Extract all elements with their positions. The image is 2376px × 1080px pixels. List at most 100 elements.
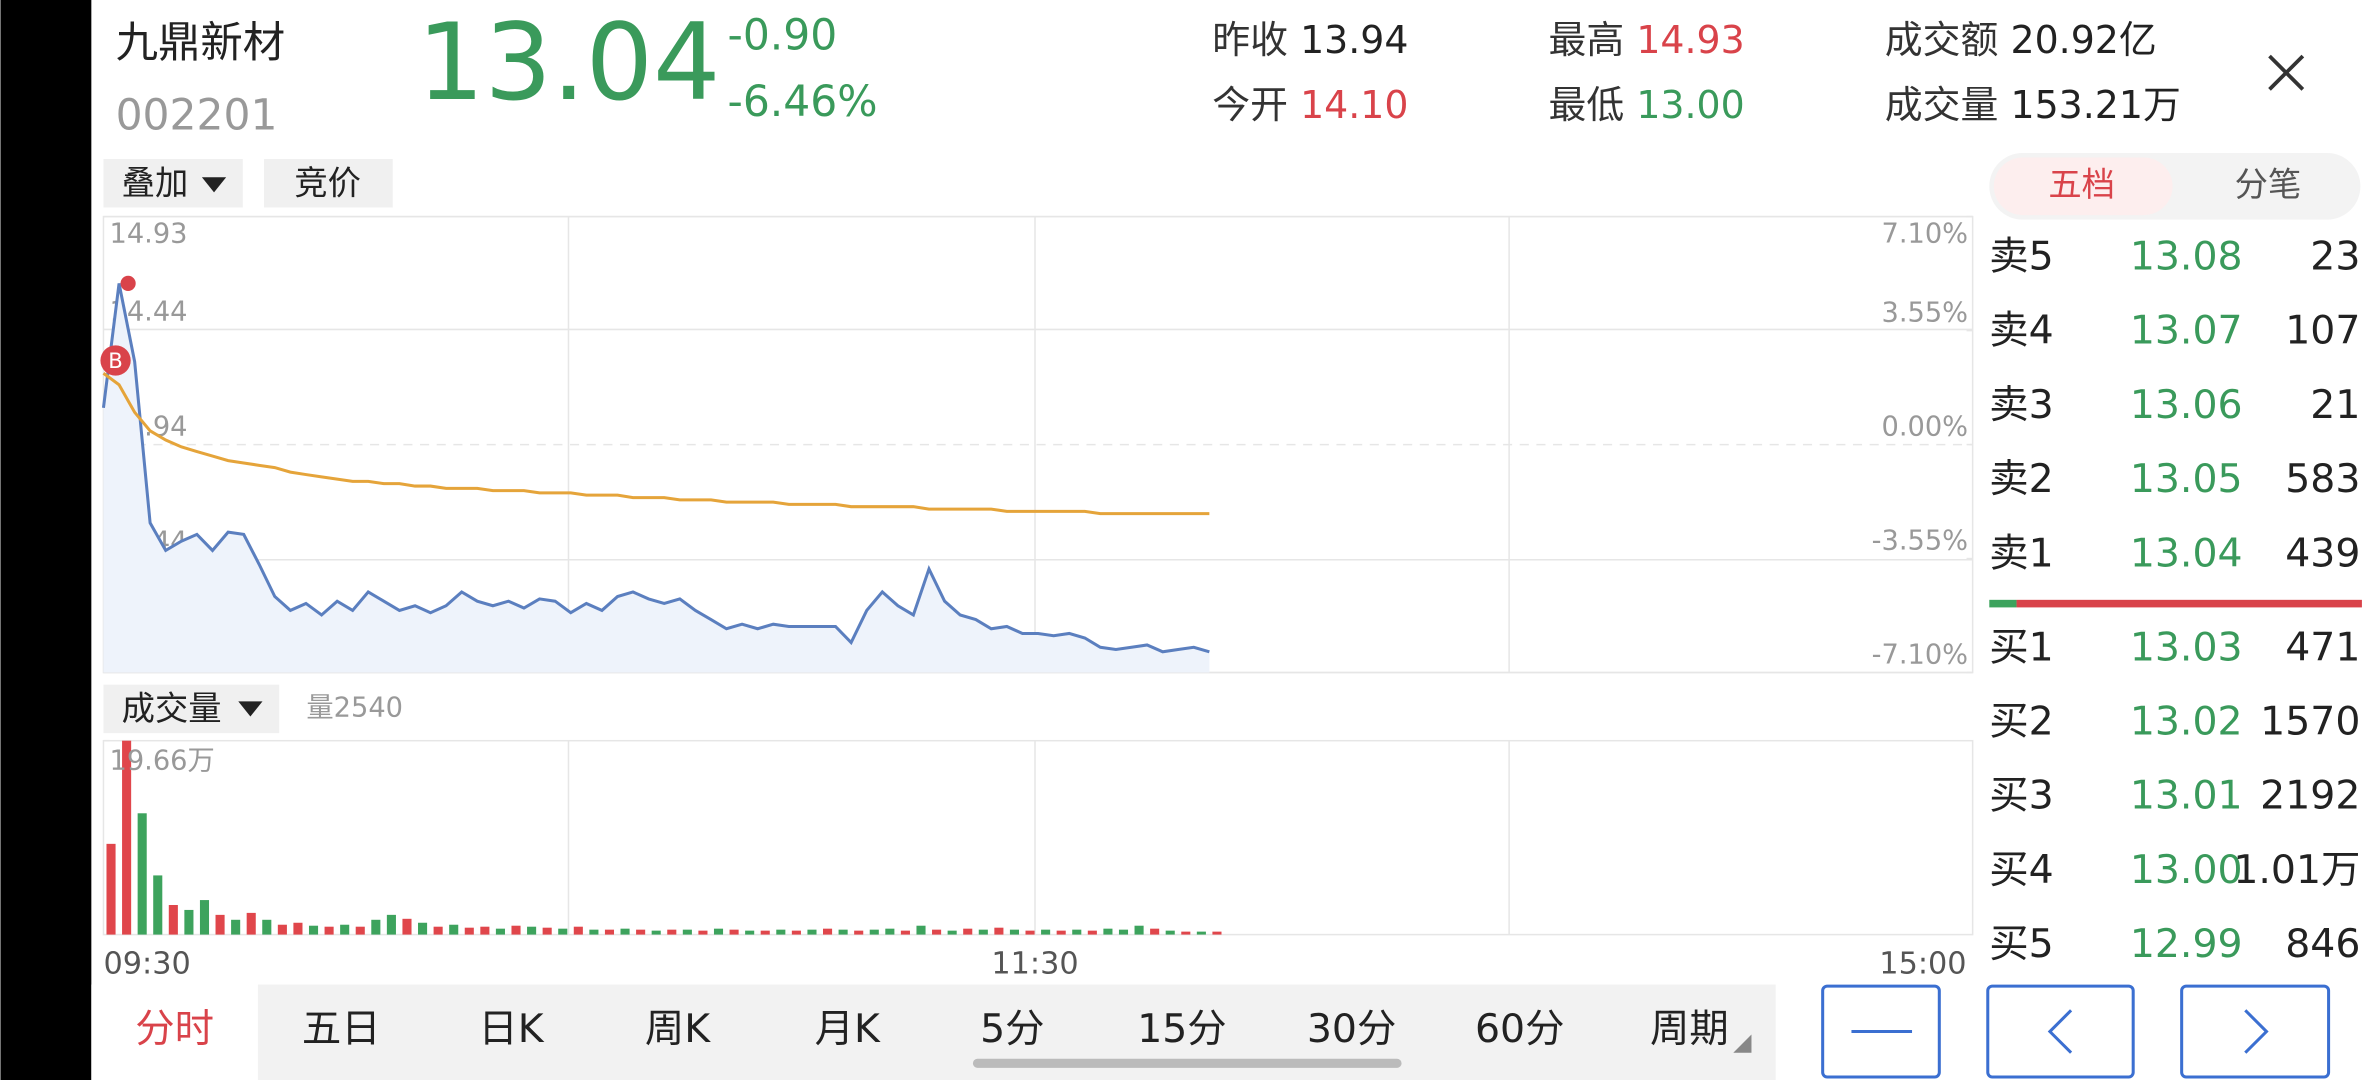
book-volume: 1570 [2260, 699, 2360, 745]
volume-bar [636, 929, 646, 935]
volume-bar [667, 929, 677, 935]
stat-value: 14.93 [1636, 18, 1744, 62]
volume-bar [402, 918, 412, 935]
volume-bar [371, 919, 381, 935]
volume-bar [449, 924, 459, 935]
high-dot [120, 275, 136, 291]
volume-bar [1056, 930, 1066, 935]
volume-bar [153, 875, 163, 935]
volume-bar [1009, 929, 1020, 935]
volume-bar [620, 928, 630, 935]
volume-bar [651, 930, 661, 935]
volume-bar [340, 924, 350, 935]
auction-label: 竞价 [294, 163, 361, 202]
y2-tick-label: 3.55% [1882, 297, 1969, 328]
tab[interactable]: 五档 [2048, 165, 2115, 204]
book-price: 13.07 [2130, 308, 2243, 354]
volume-bar [1103, 928, 1113, 935]
book-volume: 439 [2285, 530, 2360, 576]
volume-bar [978, 929, 988, 935]
tab[interactable]: 分笔 [2235, 165, 2302, 204]
period-tab[interactable]: 60分 [1475, 1006, 1564, 1052]
book-volume: 107 [2285, 308, 2360, 354]
stat-value: 14.10 [1300, 83, 1408, 127]
volume-bar [542, 927, 552, 935]
volume-bar [604, 929, 615, 935]
tab-selected[interactable] [1993, 157, 2173, 216]
nav-buttons[interactable] [1821, 984, 2331, 1079]
book-price: 13.04 [2130, 530, 2243, 576]
book-label: 买3 [1989, 773, 2053, 819]
stat-value: 13.00 [1636, 83, 1744, 127]
stat-value: 20.92亿 [2010, 18, 2156, 62]
book-volume: 583 [2285, 456, 2360, 502]
volume-bar [418, 922, 428, 935]
volume-bar [324, 926, 334, 935]
book-volume: 2192 [2260, 773, 2360, 819]
volume-bar [308, 925, 319, 935]
period-tab[interactable]: 30分 [1307, 1006, 1396, 1052]
volume-bar [838, 929, 848, 935]
volume-bar [698, 930, 708, 935]
volume-bar [823, 928, 833, 935]
stat-label: 昨收 [1212, 18, 1288, 62]
scrollbar [972, 1058, 1402, 1068]
volume-bar [807, 929, 817, 935]
volume-bar [947, 930, 957, 935]
book-label: 卖2 [1989, 456, 2053, 502]
volume-bar [558, 928, 568, 935]
auction-button[interactable] [264, 159, 393, 208]
book-volume: 21 [2310, 382, 2360, 428]
volume-bar [199, 900, 210, 935]
y2-tick-label: -7.10% [1872, 639, 1968, 670]
period-tab[interactable]: 日K [478, 1006, 544, 1052]
book-price: 13.00 [2130, 847, 2243, 893]
period-tab[interactable]: 5分 [980, 1006, 1044, 1052]
volume-bar [511, 925, 521, 935]
y2-tick-label: -3.55% [1872, 525, 1968, 556]
book-label: 买1 [1989, 624, 2053, 670]
period-tab[interactable]: 分时 [135, 1006, 214, 1052]
period-tab[interactable]: 月K [815, 1006, 881, 1052]
stat-label: 最高 [1549, 18, 1625, 62]
volume-bar [1165, 930, 1175, 935]
volume-bar [464, 927, 474, 935]
volume-bar [1134, 925, 1144, 935]
stock-code: 002201 [116, 92, 278, 141]
period-tab[interactable]: 15分 [1137, 1006, 1226, 1052]
volume-title: 成交量 [122, 689, 222, 728]
volume-bar [869, 929, 879, 935]
volume-bar [1041, 929, 1051, 935]
volume-bar [355, 926, 365, 935]
book-volume: 471 [2285, 624, 2360, 670]
y2-tick-label: 7.10% [1882, 218, 1969, 249]
book-label: 卖4 [1989, 308, 2053, 354]
volume-bar [137, 813, 147, 935]
period-tab[interactable]: 五日 [302, 1006, 381, 1052]
book-price: 13.06 [2130, 382, 2243, 428]
volume-bar [1072, 929, 1082, 935]
volume-frame [102, 739, 1974, 936]
book-price: 13.08 [2130, 234, 2243, 280]
volume-bar [776, 929, 786, 935]
volume-bar [527, 926, 537, 935]
volume-bar [168, 905, 178, 935]
volume-bar [1118, 929, 1129, 935]
volume-bar [184, 909, 194, 935]
book-label: 买2 [1989, 699, 2053, 745]
time-label: 09:30 [103, 946, 190, 981]
book-volume: 23 [2310, 234, 2360, 280]
current-volume: 量2540 [306, 692, 403, 723]
book-bar-sell [2016, 599, 2362, 608]
volume-bar [495, 928, 505, 935]
volume-bar [573, 926, 583, 935]
volume-bar [713, 928, 724, 935]
book-label: 买5 [1989, 921, 2053, 967]
close-button[interactable] [2268, 54, 2305, 91]
period-tab[interactable]: 周K [645, 1006, 711, 1052]
volume-bar [277, 924, 287, 935]
book-label: 买4 [1989, 847, 2053, 893]
stat-label: 今开 [1212, 83, 1288, 127]
period-tab[interactable]: 周期 [1650, 1006, 1729, 1052]
